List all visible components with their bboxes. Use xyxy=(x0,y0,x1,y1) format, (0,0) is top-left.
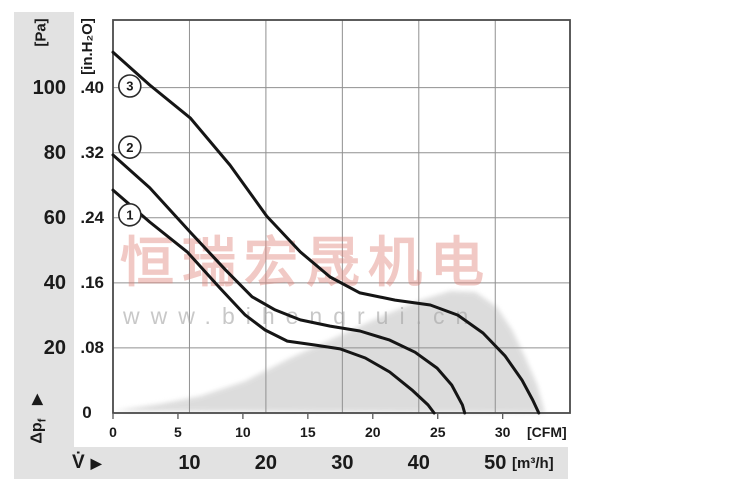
y-tick-pa-40: 40 xyxy=(43,271,66,294)
x-axis-arrow-icon: ▶ xyxy=(90,454,102,471)
y-tick-inh2o-.16: .16 xyxy=(80,272,104,292)
x-axis-label-symbol: V̇ xyxy=(72,452,85,473)
curve-2 xyxy=(111,153,467,415)
x-tick-cfm-0: 0 xyxy=(109,424,117,440)
x-tick-m3h-30: 30 xyxy=(331,452,354,474)
curve-label-circle-3 xyxy=(118,74,142,98)
y-tick-inh2o-.40: .40 xyxy=(80,77,104,97)
x-tick-m3h-10: 10 xyxy=(178,452,201,474)
x-tick-cfm-30: 30 xyxy=(494,424,511,440)
x-tick-m3h-50: 50 xyxy=(484,452,507,474)
y-axis-strip xyxy=(14,12,74,479)
curve-3 xyxy=(111,50,541,415)
y-axis-arrow-icon: ▶ xyxy=(27,394,44,405)
y-axis-unit-inh2o: [in.H₂O] xyxy=(78,18,96,75)
x-axis-unit-m3h: [m³/h] xyxy=(512,455,554,472)
y-axis-label-symbol: Δp xyxy=(28,422,46,444)
x-axis-strip xyxy=(14,447,568,479)
y-tick-zero: 0 xyxy=(82,403,92,422)
x-tick-m3h-40: 40 xyxy=(407,452,430,474)
y-axis-label-subscript: f xyxy=(36,418,49,423)
y-tick-pa-100: 100 xyxy=(32,76,66,99)
x-tick-cfm-25: 25 xyxy=(429,424,446,440)
y-tick-pa-60: 60 xyxy=(43,206,66,229)
x-axis-unit-cfm: [CFM] xyxy=(527,424,567,440)
x-tick-cfm-5: 5 xyxy=(174,424,182,440)
x-tick-cfm-20: 20 xyxy=(365,424,381,440)
y-tick-pa-80: 80 xyxy=(43,141,66,164)
x-tick-cfm-10: 10 xyxy=(235,424,251,440)
plot-border xyxy=(112,19,571,414)
watermark-text: 恒瑞宏晟机电 xyxy=(120,233,492,293)
curve-label-circle-2 xyxy=(118,135,142,159)
y-axis-unit-pa: [Pa] xyxy=(32,18,50,47)
y-tick-pa-20: 20 xyxy=(43,336,66,359)
y-tick-inh2o-.24: .24 xyxy=(80,207,104,227)
x-tick-cfm-15: 15 xyxy=(300,424,316,440)
x-tick-m3h-20: 20 xyxy=(254,452,278,474)
y-axis-label: Δpf xyxy=(28,419,48,444)
curve-label-number-1: 1 xyxy=(126,208,133,223)
curve-1 xyxy=(111,188,436,415)
curve-label-circle-1 xyxy=(118,203,142,227)
y-tick-inh2o-.32: .32 xyxy=(80,142,104,162)
operating-noise-region xyxy=(113,291,545,413)
y-tick-inh2o-.08: .08 xyxy=(80,337,104,357)
curve-label-number-2: 2 xyxy=(126,140,133,155)
curve-label-number-3: 3 xyxy=(126,79,133,94)
x-axis-label: V̇ ▶ xyxy=(72,451,101,475)
watermark-url: www.bihengrui.cn xyxy=(122,303,479,329)
